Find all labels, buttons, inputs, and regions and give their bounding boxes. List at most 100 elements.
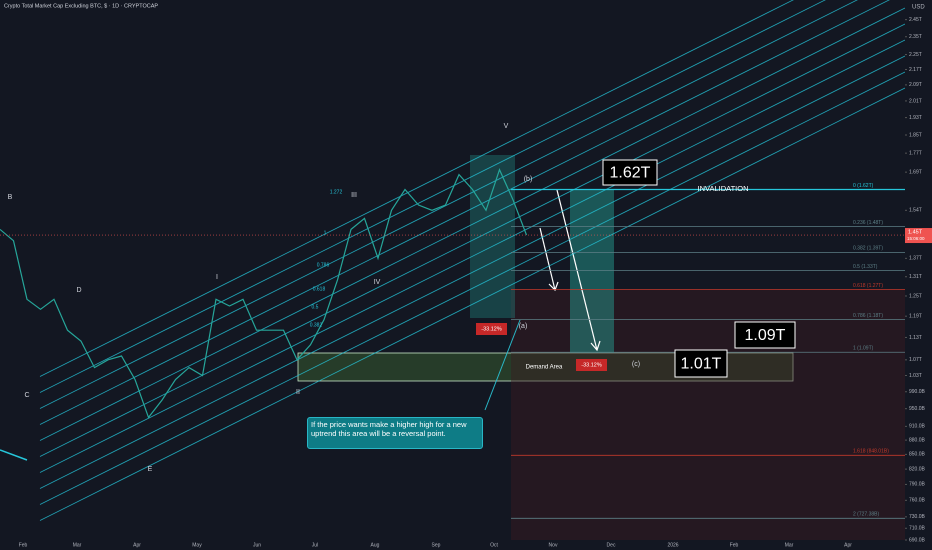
projection-box [470, 155, 515, 318]
y-tick-label: 1.03T [909, 373, 922, 379]
y-tick-label: 710.0B [909, 526, 926, 532]
arrow-head [548, 281, 559, 292]
y-tick-label: 880.0B [909, 437, 926, 443]
invalidation-label: INVALIDATION [698, 184, 749, 193]
y-tick-label: 2.25T [909, 52, 922, 58]
trend-line [0, 449, 28, 461]
x-tick-label: 2026 [667, 542, 678, 548]
x-tick-label: Nov [549, 542, 558, 548]
arrow [539, 227, 556, 291]
wave-label: (a) [519, 323, 528, 330]
y-tick-label: 730.0B [909, 514, 926, 520]
price-tag-box [674, 349, 728, 378]
fib-label: 1 (1.09T) [853, 346, 874, 352]
wave-label: III [351, 192, 357, 199]
y-tick-label: 1.19T [909, 314, 922, 320]
drop-box [576, 359, 607, 371]
drop-box [476, 323, 507, 335]
arrow [556, 189, 598, 351]
x-tick-label: Apr [844, 542, 852, 548]
chart-title: Crypto Total Market Cap Excluding BTC, $… [4, 3, 158, 9]
channel-label: 0.618 [313, 286, 326, 292]
x-tick-label: Feb [730, 542, 739, 548]
current-price-tag [905, 228, 932, 244]
demand-area-label: Demand Area [526, 365, 563, 371]
fib-label: 0 (1.62T) [853, 183, 874, 189]
y-tick-label: 910.0B [909, 424, 926, 430]
fib-label: 1.618 (848.01B) [853, 449, 889, 455]
x-tick-label: Apr [133, 542, 141, 548]
y-tick-label: 990.0B [909, 389, 926, 395]
wave-label: D [76, 287, 81, 294]
y-tick-label: 2.01T [909, 98, 922, 104]
fib-label: 0.786 (1.18T) [853, 313, 883, 319]
y-tick-label: 1.85T [909, 132, 922, 138]
channel-line [39, 39, 906, 473]
note-callout: If the price wants make a higher high fo… [307, 417, 483, 449]
channel-line [39, 7, 906, 441]
wave-label: IV [374, 279, 381, 286]
drop-label: -33.12% [481, 326, 502, 332]
y-tick-label: 2.35T [909, 34, 922, 40]
price-tag-box [734, 321, 796, 349]
currency: USD [912, 5, 925, 11]
y-tick-label: 790.0B [909, 482, 926, 488]
x-tick-label: Jun [253, 542, 261, 548]
x-tick-label: Aug [371, 542, 380, 548]
y-tick-label: 1.69T [909, 169, 922, 175]
wave-label: II [296, 389, 300, 396]
channel-line [39, 23, 906, 457]
wave-label: (c) [632, 361, 640, 368]
current-price-label: 1.45T [908, 229, 923, 235]
countdown: 15:06:00 [907, 236, 925, 241]
wave-label: C [24, 392, 29, 399]
drop-label: -33.12% [581, 362, 602, 368]
y-tick-label: 1.25T [909, 293, 922, 299]
channel-label: 1 [324, 230, 327, 236]
channel-line [39, 0, 826, 393]
channel-label: 0.382 [310, 322, 323, 328]
wave-label: V [504, 123, 509, 130]
fib-label: 2 (727.38B) [853, 512, 879, 518]
fib-label: 0.236 (1.48T) [853, 220, 883, 226]
channel-line [39, 55, 906, 489]
y-tick-label: 820.0B [909, 466, 926, 472]
x-tick-label: Oct [490, 542, 498, 548]
channel-label: 0.5 [312, 304, 319, 310]
wave-label: B [8, 194, 13, 201]
callout-pointer [484, 319, 521, 411]
y-tick-label: 690.0B [909, 537, 926, 543]
wave-label: I [216, 274, 218, 281]
channel-line [39, 0, 858, 409]
fib-label: 0.382 (1.39T) [853, 246, 883, 252]
price-tag: 1.01T [681, 356, 722, 373]
y-tick-label: 1.54T [909, 208, 922, 214]
x-tick-label: Sep [432, 542, 441, 548]
y-tick-label: 2.09T [909, 82, 922, 88]
y-tick-label: 1.93T [909, 115, 922, 121]
y-tick-label: 950.0B [909, 406, 926, 412]
price-tag: 1.09T [745, 327, 786, 344]
price-tag: 1.62T [610, 165, 651, 182]
channel-label: 0.786 [317, 262, 330, 268]
x-tick-label: Jul [312, 542, 318, 548]
x-tick-label: Mar [785, 542, 794, 548]
arrow-head [590, 340, 601, 352]
y-tick-label: 1.77T [909, 150, 922, 156]
red-zone [511, 289, 905, 540]
x-tick-label: Feb [19, 542, 28, 548]
wave-label: E [148, 466, 153, 473]
channel-line [39, 0, 794, 377]
x-tick-label: Dec [607, 542, 616, 548]
channel-label: 1.272 [330, 189, 343, 195]
fib-label: 0.618 (1.27T) [853, 283, 883, 289]
x-tick-label: May [192, 542, 202, 548]
wave-label: (b) [524, 176, 533, 183]
y-tick-label: 2.45T [909, 17, 922, 23]
channel-line [39, 71, 906, 505]
y-tick-label: 1.31T [909, 274, 922, 280]
y-tick-label: 760.0B [909, 498, 926, 504]
channel-line [39, 87, 906, 521]
